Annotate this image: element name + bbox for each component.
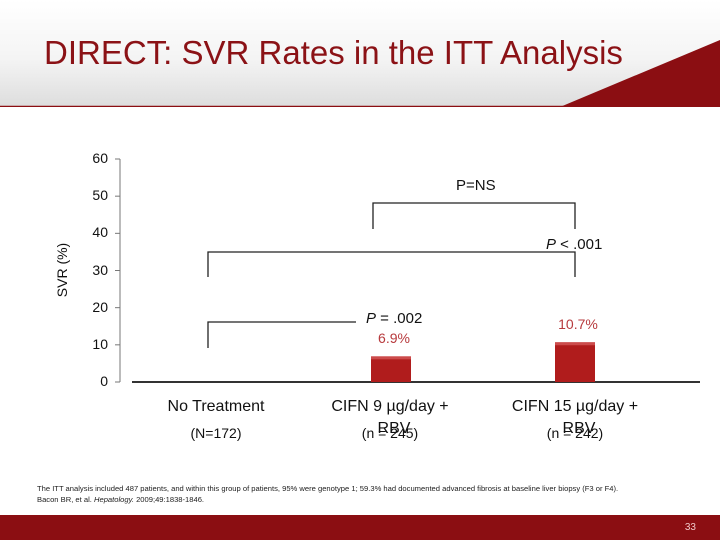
significance-bracket — [207, 251, 576, 277]
significance-bracket — [207, 321, 356, 348]
header-accent-shape — [0, 40, 720, 107]
category-n: (n = 245) — [361, 425, 419, 441]
category-label: No Treatment — [167, 398, 265, 415]
footnote: The ITT analysis included 487 patients, … — [37, 484, 712, 505]
y-tick-label: 60 — [92, 150, 108, 166]
category-n: (n = 242) — [546, 425, 604, 441]
category-rbv-label: RBV — [562, 420, 596, 437]
citation-authors: Bacon BR, et al. — [37, 494, 94, 504]
p-value-label: P=NS — [456, 177, 496, 194]
bar-highlight — [555, 342, 595, 346]
y-tick-label: 30 — [92, 261, 108, 278]
citation-details: 2009;49:1838-1846. — [133, 494, 205, 504]
y-tick-label: 50 — [92, 187, 108, 204]
header-band: DIRECT: SVR Rates in the ITT Analysis — [0, 0, 720, 107]
data-label: 6.9% — [378, 330, 410, 347]
bar-2 — [371, 356, 411, 382]
significance-bracket — [372, 202, 576, 229]
p-symbol: P — [546, 236, 557, 253]
y-tick-label: 10 — [92, 335, 108, 352]
y-tick-label: 40 — [92, 224, 108, 241]
data-label: 10.7% — [558, 316, 598, 333]
slide-title: DIRECT: SVR Rates in the ITT Analysis — [44, 34, 623, 71]
footnote-text: The ITT analysis included 487 patients, … — [37, 484, 619, 493]
page-number: 33 — [684, 522, 696, 533]
bar-3 — [555, 342, 595, 382]
y-tick-label: 20 — [92, 298, 108, 315]
p-symbol: P — [366, 310, 377, 327]
p-value-label: P < .001 — [546, 236, 603, 253]
category-label: CIFN 15 µg/day + — [511, 398, 639, 415]
footnote-citation: Bacon BR, et al. Hepatology. 2009;49:183… — [37, 495, 712, 506]
footer-band: 33 — [0, 515, 720, 540]
citation-journal: Hepatology. — [93, 494, 134, 504]
category-rbv-label: RBV — [377, 420, 411, 437]
bar-highlight — [371, 356, 411, 360]
category-label: CIFN 9 µg/day + — [331, 398, 449, 415]
category-n: (N=172) — [190, 425, 242, 441]
y-tick-label: 0 — [100, 373, 108, 389]
p-value-label: P = .002 — [366, 310, 423, 327]
